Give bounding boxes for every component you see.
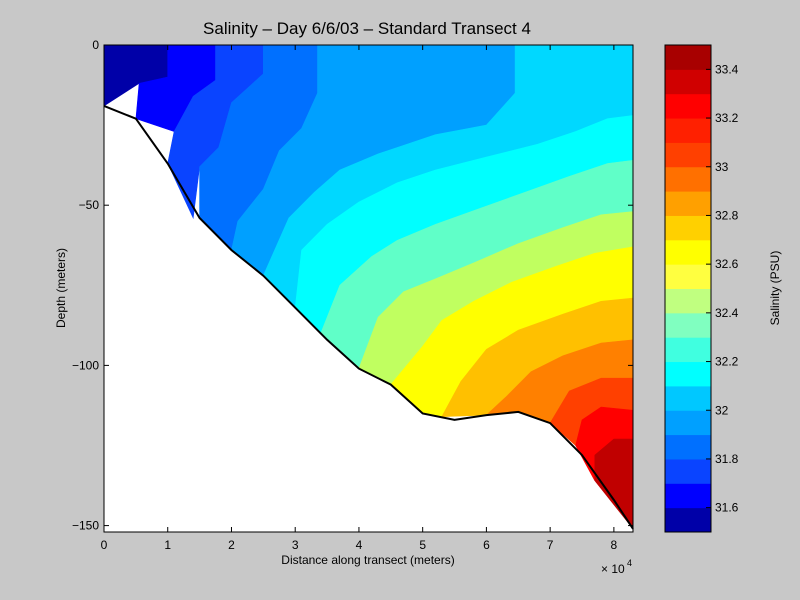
colorbar-cell (665, 118, 711, 143)
colorbar-cell (665, 45, 711, 70)
colorbar-cell (665, 458, 711, 484)
x-tick-label: 8 (611, 538, 618, 552)
colorbar-cell (665, 507, 711, 533)
colorbar-cell (665, 239, 711, 265)
y-tick-label: −150 (72, 519, 99, 533)
x-tick-label: 5 (419, 538, 426, 552)
y-axis-ticks: 0 −50 −100 −150 (72, 38, 633, 533)
x-tick-label: 4 (356, 538, 363, 552)
plot-area: 0 1 2 3 4 5 6 7 8 0 −50 −100 −150 (72, 38, 634, 552)
x-tick-label: 2 (228, 538, 235, 552)
colorbar-label: Salinity (PSU) (768, 251, 782, 326)
colorbar-cell (665, 69, 711, 95)
colorbar-tick-label: 32 (715, 403, 729, 417)
x-axis-label: Distance along transect (meters) (281, 553, 454, 567)
colorbar-tick-label: 32.6 (715, 257, 739, 271)
colorbar-frame (664, 44, 712, 533)
colorbar-tick-label: 31.8 (715, 452, 739, 466)
colorbar-cell (665, 337, 711, 363)
colorbar-tick-label: 32.4 (715, 306, 739, 320)
colorbar-ticks: 31.6 31.8 32 32.2 32.4 32.6 32.8 33 33.2 33.4 (706, 62, 739, 515)
y-axis-label: Depth (meters) (54, 248, 68, 328)
colorbar-cell (665, 361, 711, 387)
y-tick-label: −100 (72, 358, 99, 372)
colorbar-tick-label: 33.4 (715, 62, 739, 76)
contour-bands (103, 44, 634, 530)
colorbar-cell (665, 264, 711, 289)
colorbar-cell (665, 385, 711, 411)
colorbar-cell (665, 410, 711, 436)
colorbar-tick-label: 33.2 (715, 111, 739, 125)
colorbar: 31.6 31.8 32 32.2 32.4 32.6 32.8 33 33.2 33.4 Sal… (664, 44, 782, 533)
x-axis-multiplier: × 10 4 (601, 558, 632, 576)
colorbar-cell (665, 483, 711, 509)
x-tick-label: 1 (164, 538, 171, 552)
colorbar-cells (665, 45, 711, 533)
x-axis-ticks: 0 1 2 3 4 5 6 7 8 (101, 45, 618, 552)
colorbar-cell (665, 191, 711, 216)
colorbar-cell (665, 312, 711, 338)
colorbar-cell (665, 288, 711, 314)
seabed-line (103, 104, 634, 530)
colorbar-tick-label: 33 (715, 160, 729, 174)
x-tick-label: 7 (547, 538, 554, 552)
chart-title: Salinity – Day 6/6/03 – Standard Transec… (203, 19, 531, 38)
x-multiplier-exponent: 4 (627, 558, 632, 568)
y-tick-label: 0 (92, 38, 99, 52)
x-tick-label: 0 (101, 538, 108, 552)
colorbar-cell (665, 434, 711, 460)
plot-frame (103, 44, 634, 533)
colorbar-tick-label: 32.2 (715, 355, 739, 369)
x-multiplier-base: × 10 (601, 562, 625, 576)
colorbar-cell (665, 142, 711, 168)
colorbar-tick-label: 31.6 (715, 501, 739, 515)
colorbar-cell (665, 166, 711, 192)
x-tick-label: 6 (483, 538, 490, 552)
colorbar-tick-label: 32.8 (715, 208, 739, 222)
x-tick-label: 3 (292, 538, 299, 552)
colorbar-cell (665, 215, 711, 241)
y-tick-label: −50 (79, 198, 100, 212)
colorbar-cell (665, 93, 711, 119)
